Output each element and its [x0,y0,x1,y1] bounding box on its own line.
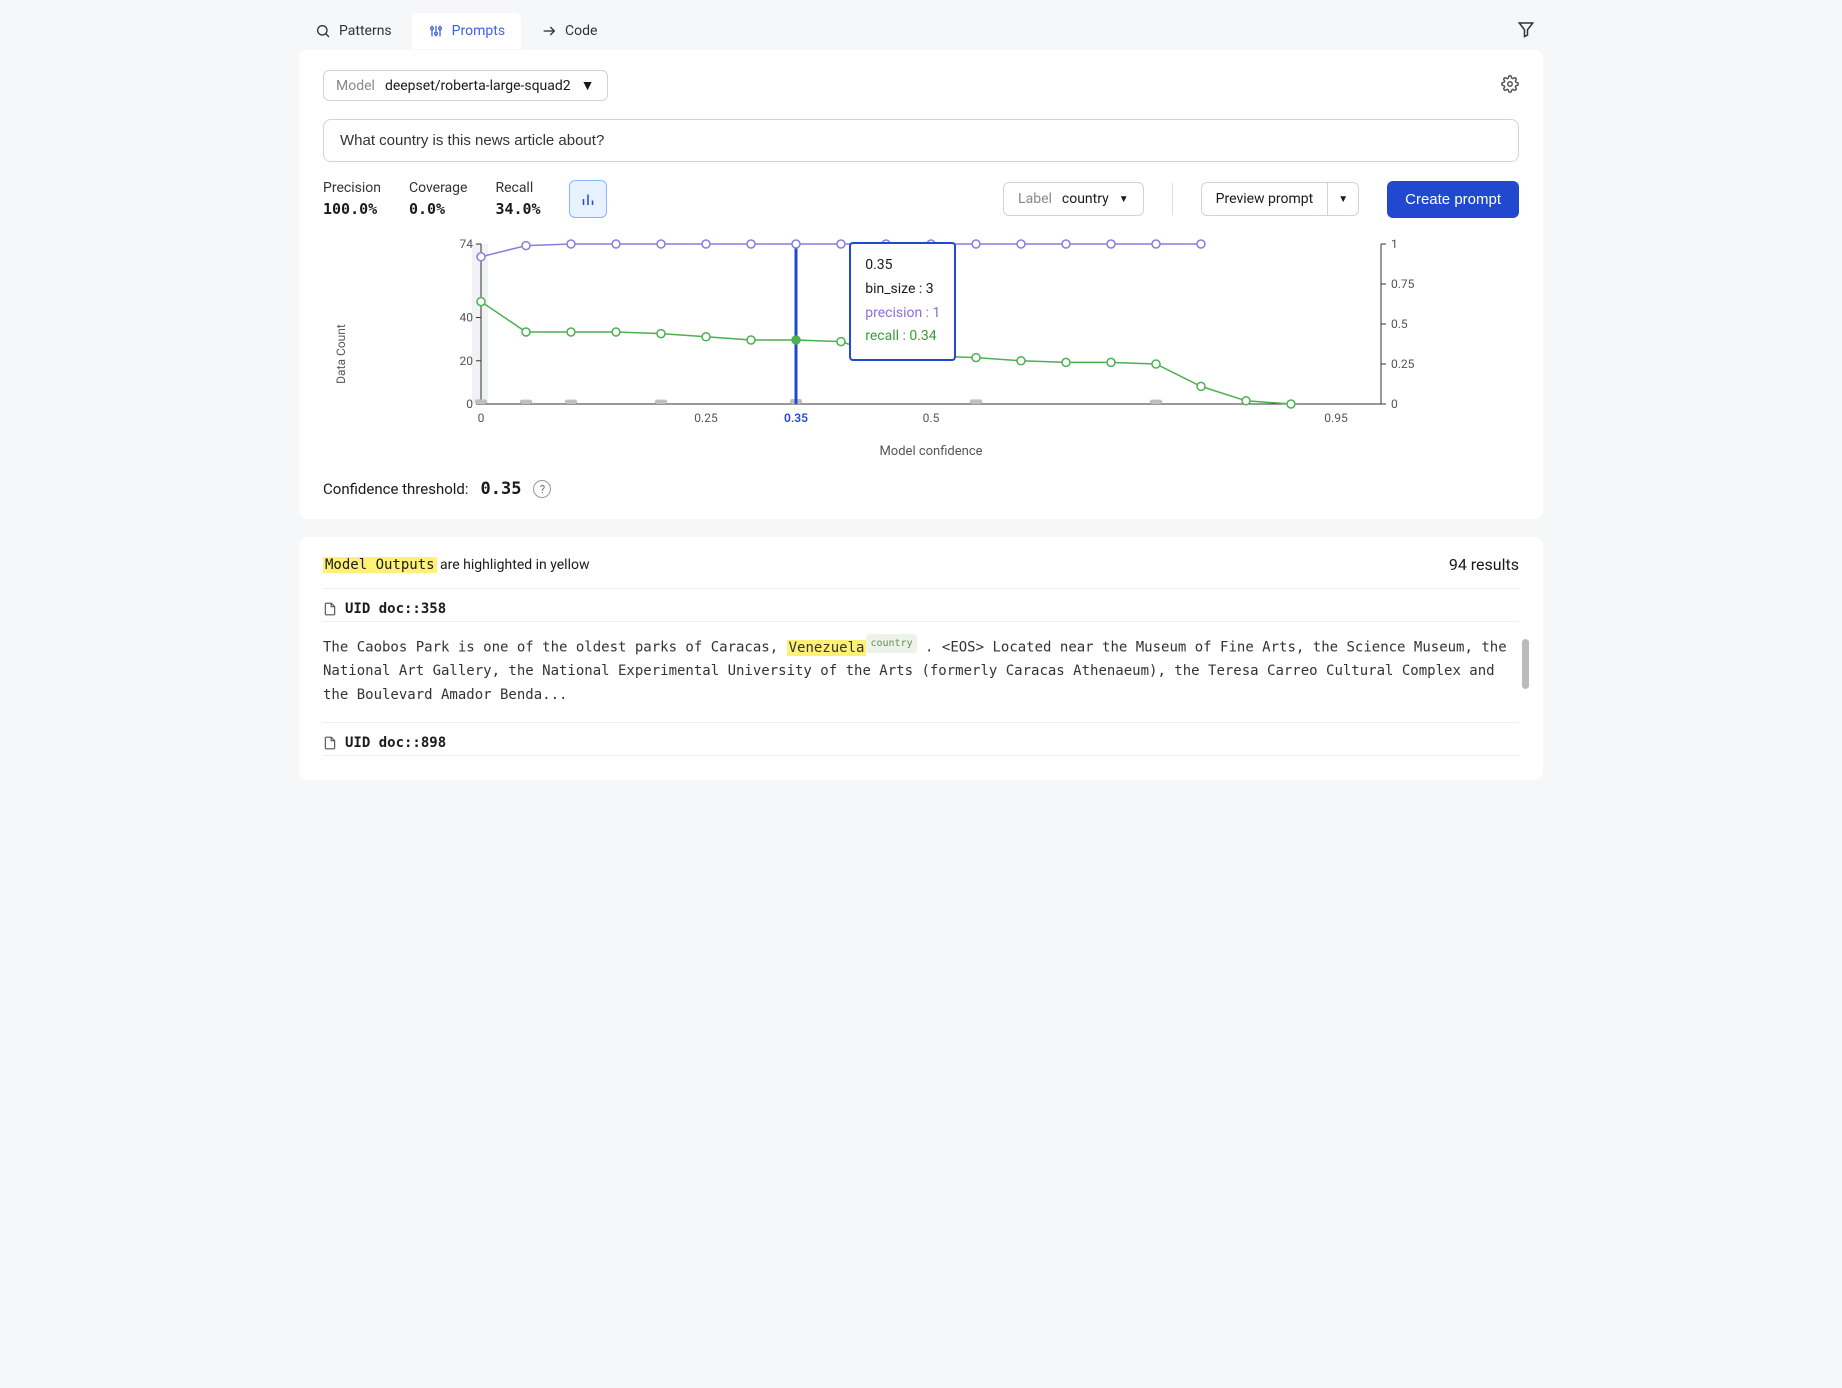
tab-prompts[interactable]: Prompts [412,13,521,49]
scrollbar-thumb[interactable] [1522,639,1529,689]
results-count: 94 results [1449,555,1519,574]
label-select[interactable]: Label country ▼ [1003,182,1144,216]
label-select-label: Label [1018,191,1052,207]
preview-prompt-label: Preview prompt [1216,191,1314,207]
create-prompt-label: Create prompt [1405,191,1501,208]
model-select-value: deepset/roberta-large-squad2 [385,78,571,94]
doc-uid: UID doc::358 [323,601,1519,622]
model-select-label: Model [336,78,375,94]
svg-text:0.25: 0.25 [1391,357,1415,371]
results-highlight-note: Model Outputs are highlighted in yellow [323,557,590,573]
entity-tag: country [866,634,916,653]
chart-tooltip: 0.35 bin_size : 3 precision : 1 recall :… [849,242,956,361]
svg-text:20: 20 [460,354,474,368]
arrow-right-icon [541,23,557,39]
metric-coverage: Coverage 0.0% [409,180,467,218]
tab-code-label: Code [565,23,597,39]
tooltip-x: 0.35 [865,254,940,278]
svg-text:0.25: 0.25 [694,411,718,425]
svg-text:0.35: 0.35 [784,411,808,425]
model-outputs-pill: Model Outputs [323,557,437,573]
svg-text:1: 1 [1391,237,1398,251]
doc-block[interactable]: UID doc::358The Caobos Park is one of th… [323,588,1519,714]
doc-block[interactable]: UID doc::898 [323,722,1519,756]
y-left-axis-label: Data Count [334,324,348,384]
tab-patterns[interactable]: Patterns [299,13,408,49]
tab-patterns-label: Patterns [339,23,392,39]
chevron-down-icon: ▼ [581,77,595,94]
svg-text:0.75: 0.75 [1391,277,1415,291]
tab-prompts-label: Prompts [452,23,505,39]
metric-recall-value: 34.0% [495,200,540,218]
chart-toggle-button[interactable] [569,180,607,218]
chevron-down-icon: ▼ [1119,194,1129,205]
doc-text: The Caobos Park is one of the oldest par… [323,628,1519,714]
sliders-icon [428,23,444,39]
svg-text:40: 40 [460,311,474,325]
metric-precision-value: 100.0% [323,200,381,218]
search-icon [315,23,331,39]
create-prompt-button[interactable]: Create prompt [1387,181,1519,218]
gear-icon [1501,75,1519,93]
confidence-chart: Data Count 0 20 40 74 0 0.25 0.5 0.75 1 0 0.25 0.35… [323,234,1519,459]
threshold-help-button[interactable]: ? [533,480,551,498]
prompt-input[interactable] [323,119,1519,162]
label-select-value: country [1062,191,1109,207]
tab-code[interactable]: Code [525,13,613,49]
metric-coverage-value: 0.0% [409,200,467,218]
model-outputs-suffix: are highlighted in yellow [437,557,590,573]
metric-recall-label: Recall [495,180,540,196]
svg-text:74: 74 [460,237,474,251]
model-output-highlight: Venezuela [787,640,867,656]
preview-prompt-button[interactable]: Preview prompt [1201,182,1328,216]
preview-prompt-dropdown[interactable]: ▼ [1327,182,1359,216]
tab-bar: Patterns Prompts Code [291,0,1551,50]
svg-text:0: 0 [478,411,485,425]
tooltip-precision: precision : 1 [865,302,940,326]
tooltip-bin: bin_size : 3 [865,278,940,302]
metric-precision: Precision 100.0% [323,180,381,218]
tooltip-recall: recall : 0.34 [865,325,940,349]
document-icon [323,602,337,616]
chevron-down-icon: ▼ [1338,194,1348,205]
svg-text:0: 0 [466,397,473,411]
filter-button[interactable] [1509,12,1543,50]
svg-text:0: 0 [1391,397,1398,411]
metric-precision-label: Precision [323,180,381,196]
divider [1172,183,1173,215]
document-icon [323,736,337,750]
metric-recall: Recall 34.0% [495,180,540,218]
results-panel: Model Outputs are highlighted in yellow … [299,537,1543,780]
x-axis-label: Model confidence [383,444,1479,459]
bar-chart-icon [579,190,597,208]
threshold-value: 0.35 [481,479,522,499]
model-select[interactable]: Model deepset/roberta-large-squad2 ▼ [323,70,608,101]
svg-text:0.5: 0.5 [1391,317,1408,331]
metric-coverage-label: Coverage [409,180,467,196]
svg-text:0.5: 0.5 [923,411,940,425]
doc-uid: UID doc::898 [323,735,1519,756]
svg-text:0.95: 0.95 [1324,411,1348,425]
main-panel: Model deepset/roberta-large-squad2 ▼ Pre… [299,50,1543,519]
settings-button[interactable] [1501,75,1519,97]
filter-icon [1517,20,1535,38]
threshold-label: Confidence threshold: [323,480,469,498]
